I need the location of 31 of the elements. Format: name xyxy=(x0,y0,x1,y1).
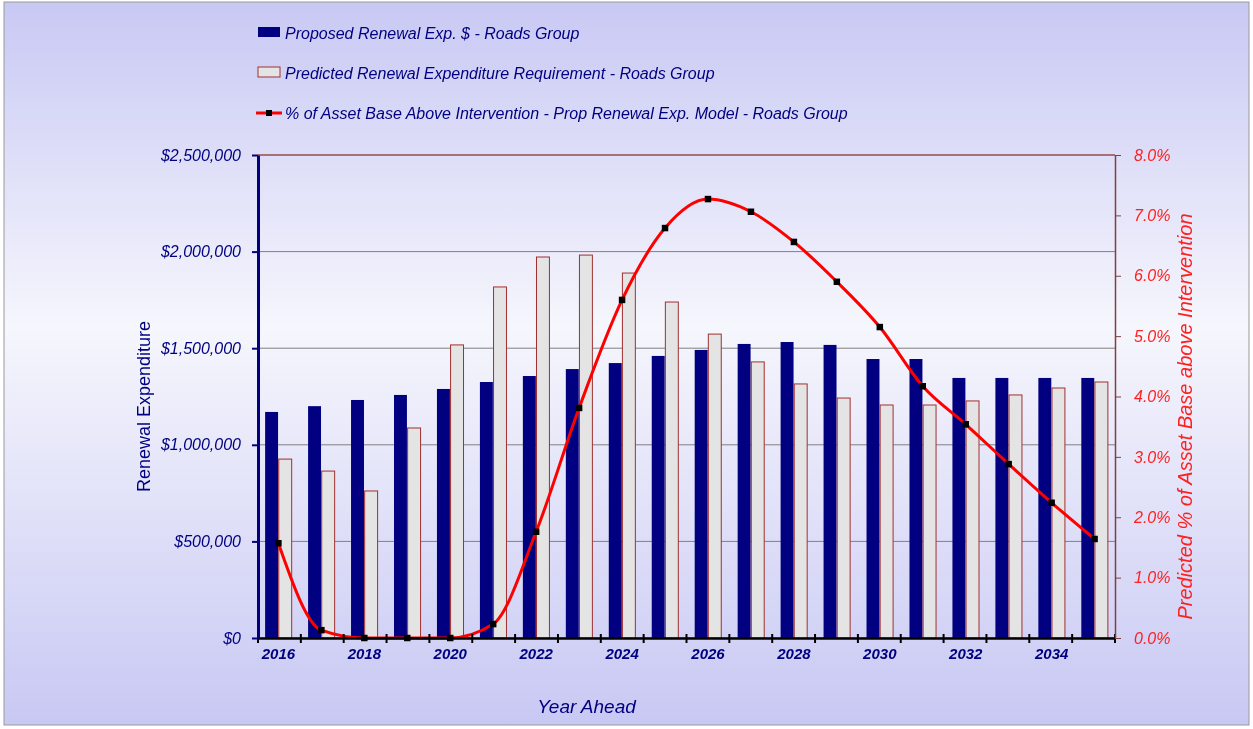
x-tick-label: 2016 xyxy=(260,645,296,662)
y2-tick-label: 0.0% xyxy=(1134,629,1171,647)
y2-tick-label: 5.0% xyxy=(1134,327,1171,345)
x-tick-label: 2022 xyxy=(518,645,554,662)
y2-tick-label: 7.0% xyxy=(1134,206,1171,224)
y2-tick-label: 2.0% xyxy=(1133,508,1171,526)
y-axis-title: Renewal Expenditure xyxy=(134,320,154,493)
legend-label: Proposed Renewal Exp. $ - Roads Group xyxy=(285,25,580,42)
y2-tick-label: 4.0% xyxy=(1134,388,1171,406)
y-tick-label: $0 xyxy=(222,629,242,647)
x-tick-label: 2020 xyxy=(432,645,468,662)
x-tick-label: 2026 xyxy=(690,645,726,662)
x-tick-label: 2018 xyxy=(346,645,382,662)
y2-tick-label: 1.0% xyxy=(1134,569,1171,587)
y2-axis-title: Predicted % of Asset Base above Intervention xyxy=(1174,213,1196,620)
y-tick-label: $1,000,000 xyxy=(159,436,242,454)
y2-tick-label: 3.0% xyxy=(1134,448,1171,466)
x-tick-label: 2028 xyxy=(776,645,812,662)
x-tick-label: 2030 xyxy=(862,645,898,662)
x-axis-title: Year Ahead xyxy=(537,696,638,717)
y-tick-label: $1,500,000 xyxy=(159,339,242,357)
y2-tick-label: 6.0% xyxy=(1134,267,1171,285)
y-tick-label: $2,500,000 xyxy=(159,146,242,164)
x-tick-label: 2024 xyxy=(604,645,640,662)
x-tick-label: 2032 xyxy=(948,645,984,662)
y-tick-label: $2,000,000 xyxy=(159,243,242,261)
legend-label: Predicted Renewal Expenditure Requirement - Roads Group xyxy=(285,65,715,82)
y2-tick-label: 8.0% xyxy=(1134,146,1171,164)
x-tick-label: 2034 xyxy=(1033,645,1069,662)
legend-label: % of Asset Base Above Intervention - Prop Renewal Exp. Model - Roads Group xyxy=(285,105,848,122)
y-tick-label: $500,000 xyxy=(173,533,242,551)
